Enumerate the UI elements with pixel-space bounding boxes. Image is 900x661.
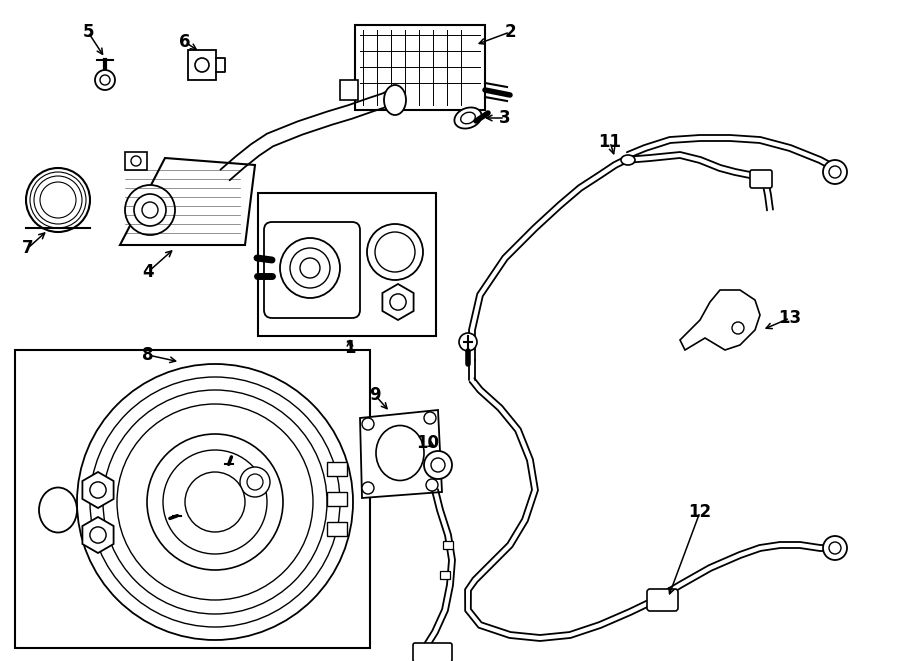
Circle shape bbox=[375, 232, 415, 272]
Circle shape bbox=[431, 458, 445, 472]
Circle shape bbox=[426, 479, 438, 491]
Circle shape bbox=[131, 156, 141, 166]
Text: 11: 11 bbox=[598, 133, 622, 151]
Circle shape bbox=[163, 450, 267, 554]
Bar bbox=[258, 193, 436, 336]
Polygon shape bbox=[382, 284, 414, 320]
Bar bbox=[188, 50, 216, 80]
Circle shape bbox=[142, 202, 158, 218]
Text: 10: 10 bbox=[417, 434, 439, 452]
FancyBboxPatch shape bbox=[647, 589, 678, 611]
Text: 3: 3 bbox=[500, 109, 511, 127]
Circle shape bbox=[95, 70, 115, 90]
Circle shape bbox=[100, 75, 110, 85]
Polygon shape bbox=[83, 517, 113, 553]
Circle shape bbox=[103, 390, 327, 614]
Circle shape bbox=[90, 527, 106, 543]
Bar bbox=[327, 522, 347, 536]
Circle shape bbox=[195, 58, 209, 72]
Polygon shape bbox=[83, 472, 113, 508]
Circle shape bbox=[367, 224, 423, 280]
Circle shape bbox=[829, 166, 841, 178]
Circle shape bbox=[247, 474, 263, 490]
Circle shape bbox=[280, 238, 340, 298]
FancyBboxPatch shape bbox=[413, 643, 452, 661]
Circle shape bbox=[26, 168, 90, 232]
Circle shape bbox=[362, 418, 374, 430]
Circle shape bbox=[90, 482, 106, 498]
Ellipse shape bbox=[376, 426, 424, 481]
Bar bbox=[355, 25, 485, 110]
Polygon shape bbox=[680, 290, 760, 350]
Ellipse shape bbox=[621, 155, 635, 165]
Bar bbox=[15, 350, 370, 648]
Circle shape bbox=[459, 333, 477, 351]
Ellipse shape bbox=[39, 488, 77, 533]
Circle shape bbox=[90, 377, 340, 627]
Circle shape bbox=[134, 194, 166, 226]
Circle shape bbox=[77, 364, 353, 640]
Polygon shape bbox=[360, 410, 442, 498]
Circle shape bbox=[424, 451, 452, 479]
Text: 2: 2 bbox=[504, 23, 516, 41]
Ellipse shape bbox=[461, 112, 475, 124]
Bar bbox=[327, 492, 347, 506]
Circle shape bbox=[823, 160, 847, 184]
Circle shape bbox=[732, 322, 744, 334]
Circle shape bbox=[185, 472, 245, 532]
Bar bbox=[327, 462, 347, 476]
Text: 8: 8 bbox=[142, 346, 154, 364]
Circle shape bbox=[823, 536, 847, 560]
Circle shape bbox=[362, 482, 374, 494]
Circle shape bbox=[300, 258, 320, 278]
Circle shape bbox=[424, 412, 436, 424]
Bar bbox=[440, 571, 450, 579]
Circle shape bbox=[125, 185, 175, 235]
Circle shape bbox=[147, 434, 283, 570]
Bar bbox=[340, 80, 358, 100]
Bar bbox=[443, 541, 453, 549]
Circle shape bbox=[390, 294, 406, 310]
FancyBboxPatch shape bbox=[264, 222, 360, 318]
Polygon shape bbox=[120, 158, 255, 245]
Text: 13: 13 bbox=[778, 309, 802, 327]
Circle shape bbox=[829, 542, 841, 554]
Text: 1: 1 bbox=[344, 339, 356, 357]
Circle shape bbox=[240, 467, 270, 497]
Text: 9: 9 bbox=[369, 386, 381, 404]
Ellipse shape bbox=[384, 85, 406, 115]
Bar bbox=[125, 152, 147, 170]
Text: 7: 7 bbox=[22, 239, 34, 257]
Ellipse shape bbox=[454, 108, 482, 128]
Text: 6: 6 bbox=[179, 33, 191, 51]
Text: 4: 4 bbox=[142, 263, 154, 281]
Text: 5: 5 bbox=[82, 23, 94, 41]
FancyBboxPatch shape bbox=[750, 170, 772, 188]
Text: 12: 12 bbox=[688, 503, 712, 521]
Circle shape bbox=[117, 404, 313, 600]
Circle shape bbox=[290, 248, 330, 288]
